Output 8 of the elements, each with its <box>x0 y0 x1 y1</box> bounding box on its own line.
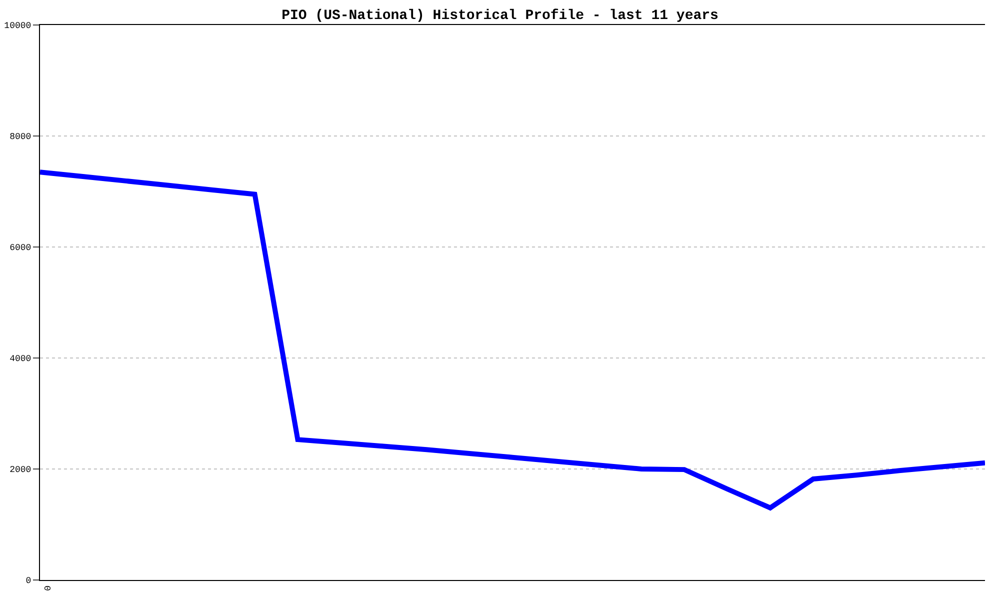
text: 0 <box>42 586 52 591</box>
y-tick-label: 6000 <box>10 243 32 254</box>
y-tick-label: 8000 <box>10 132 32 142</box>
y-tick-label: 10000 <box>4 21 32 32</box>
y-tick-label: 0 <box>26 576 32 586</box>
chart-title: PIO (US-National) Historical Profile - last 11 years <box>282 8 718 24</box>
y-tick-label: 4000 <box>10 354 32 364</box>
y-tick-label: 2000 <box>10 465 32 476</box>
